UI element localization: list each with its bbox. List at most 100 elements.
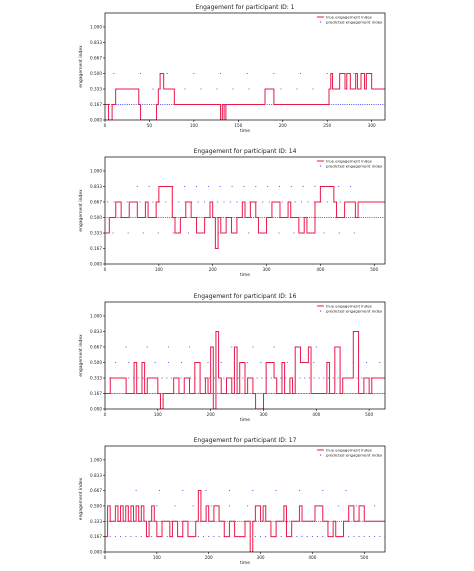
predicted-point	[151, 104, 153, 105]
predicted-point	[152, 88, 154, 90]
predicted-point	[334, 217, 336, 218]
predicted-point	[220, 393, 222, 394]
predicted-point	[134, 217, 136, 218]
predicted-point	[255, 201, 257, 203]
predicted-point	[178, 201, 180, 203]
predicted-point	[242, 217, 244, 218]
predicted-point	[186, 217, 188, 218]
predicted-point	[216, 520, 218, 522]
predicted-point	[251, 520, 253, 522]
legend-predicted-label: predicted engagement index	[326, 453, 383, 458]
predicted-point	[142, 232, 144, 234]
predicted-point	[205, 490, 207, 491]
predicted-point	[117, 393, 119, 394]
predicted-point	[127, 232, 129, 234]
predicted-point	[297, 393, 299, 394]
predicted-point	[264, 520, 266, 522]
predicted-point	[206, 520, 208, 522]
predicted-point	[255, 520, 257, 522]
predicted-point	[191, 201, 193, 203]
predicted-point	[217, 393, 219, 394]
predicted-point	[166, 104, 168, 105]
predicted-point	[366, 393, 368, 394]
predicted-point	[383, 393, 385, 394]
predicted-point	[133, 377, 135, 379]
predicted-point	[343, 393, 345, 394]
predicted-point	[335, 393, 337, 394]
predicted-point	[120, 393, 122, 394]
x-tick-label: 100	[155, 267, 163, 272]
predicted-point	[108, 520, 110, 522]
predicted-point	[228, 393, 230, 394]
predicted-point	[156, 217, 158, 218]
predicted-point	[158, 520, 160, 522]
predicted-point	[171, 377, 173, 379]
y-tick-label: 0.833	[90, 329, 102, 334]
predicted-point	[267, 393, 269, 394]
predicted-point	[380, 393, 382, 394]
predicted-point	[327, 393, 329, 394]
predicted-point	[171, 217, 173, 218]
predicted-point	[179, 520, 181, 522]
predicted-point	[171, 104, 173, 105]
predicted-point	[162, 104, 164, 105]
predicted-point	[128, 377, 130, 379]
predicted-point	[362, 217, 364, 218]
predicted-point	[234, 393, 236, 394]
predicted-point	[363, 536, 365, 538]
predicted-point	[276, 217, 278, 218]
y-axis-label: engagement index	[78, 189, 84, 232]
predicted-point	[322, 490, 324, 491]
predicted-point	[299, 377, 301, 379]
predicted-point	[231, 346, 233, 348]
predicted-point	[284, 520, 286, 522]
predicted-point	[368, 536, 370, 538]
predicted-point	[301, 536, 303, 538]
predicted-point	[282, 393, 284, 394]
predicted-point	[175, 393, 177, 394]
predicted-point	[236, 393, 238, 394]
predicted-point	[250, 393, 252, 394]
predicted-point	[269, 393, 271, 394]
predicted-point	[228, 505, 230, 507]
predicted-point	[123, 393, 125, 394]
y-tick-label: 0.167	[90, 534, 102, 539]
predicted-point	[337, 104, 339, 105]
predicted-point	[113, 201, 115, 203]
predicted-point	[313, 362, 315, 363]
predicted-point	[338, 520, 340, 522]
predicted-point	[318, 377, 320, 379]
predicted-point	[148, 104, 150, 105]
predicted-point	[198, 393, 200, 394]
predicted-point	[356, 393, 358, 394]
predicted-point	[259, 393, 261, 394]
predicted-point	[125, 393, 127, 394]
predicted-point	[201, 217, 203, 218]
y-tick-label: 0.333	[90, 519, 102, 524]
predicted-point	[181, 362, 183, 363]
predicted-point	[351, 104, 353, 105]
predicted-point	[345, 393, 347, 394]
predicted-point	[302, 393, 304, 394]
predicted-point	[371, 217, 373, 218]
predicted-point	[184, 201, 186, 203]
y-tick-label: 0.833	[90, 473, 102, 478]
predicted-point	[170, 520, 172, 522]
predicted-point	[194, 393, 196, 394]
predicted-point	[306, 217, 308, 218]
predicted-point	[261, 217, 263, 218]
predicted-point	[246, 73, 248, 74]
predicted-point	[132, 217, 134, 218]
predicted-point	[120, 536, 122, 538]
predicted-point	[148, 393, 150, 394]
predicted-point	[128, 104, 130, 105]
predicted-point	[191, 520, 193, 522]
predicted-point	[330, 217, 332, 218]
predicted-point	[152, 393, 154, 394]
predicted-point	[161, 377, 163, 379]
x-tick-label: 400	[316, 267, 324, 272]
predicted-point	[118, 393, 120, 394]
predicted-point	[196, 186, 198, 187]
